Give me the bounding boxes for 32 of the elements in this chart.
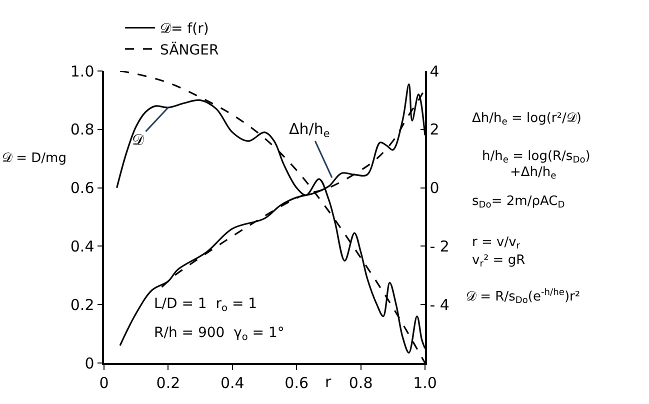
annotation: L/D = 1 r$_{o}$ = 1 bbox=[154, 296, 258, 314]
x-tick-label: 0.6 bbox=[284, 374, 309, 392]
y-tick-label: 0.8 bbox=[70, 120, 94, 139]
y2-tick-label: 2 bbox=[430, 120, 440, 139]
x-tick-label: 1.0 bbox=[413, 374, 437, 392]
text: h/h$_{e}$ = log(R/s$_{Do}$) bbox=[482, 149, 590, 166]
text: 𝒟 = R/s$_{Do}$(e$^{-h/he}$)r² bbox=[466, 288, 580, 306]
y-tick-label: 0.2 bbox=[70, 296, 94, 314]
y-tick-label: 0.6 bbox=[70, 179, 94, 198]
y2-tick-label: 0 bbox=[430, 179, 440, 198]
x-axis-title: r bbox=[325, 373, 332, 391]
x-tick-label: 0.4 bbox=[220, 374, 244, 392]
text: Δh/h$_{e}$ = log(r²/𝒟) bbox=[472, 111, 582, 128]
y2-tick-label: - 2 bbox=[430, 237, 450, 256]
y-axis-title: 𝒟 = D/mg bbox=[2, 151, 66, 166]
annotation: R/h = 900 γ$_{o}$ = 1° bbox=[154, 325, 284, 343]
x-tick-label: 0.2 bbox=[156, 374, 180, 392]
text: v$_{r}$² = gR bbox=[472, 253, 526, 270]
y2-tick-label: 4 bbox=[430, 62, 440, 80]
text: s$_{Do}$= 2m/ρAC$_{D}$ bbox=[472, 194, 565, 211]
y2-tick-label: - 4 bbox=[430, 296, 450, 314]
text: r = v/v$_{r}$ bbox=[472, 235, 520, 252]
y-tick-label: 0 bbox=[84, 354, 94, 372]
legend-label: SÄNGER bbox=[160, 41, 219, 58]
annotation: 𝒟 bbox=[132, 131, 144, 149]
text: +Δh/h$_{e}$ bbox=[510, 165, 557, 182]
x-tick-label: 0.8 bbox=[348, 374, 373, 392]
y-tick-label: 0.4 bbox=[70, 237, 94, 256]
legend-label: 𝒟= f(r) bbox=[160, 21, 209, 38]
annotation: Δh/h$_{e}$ bbox=[289, 120, 330, 140]
x-tick-label: 0 bbox=[99, 374, 109, 392]
y-tick-label: 1.0 bbox=[70, 62, 94, 80]
